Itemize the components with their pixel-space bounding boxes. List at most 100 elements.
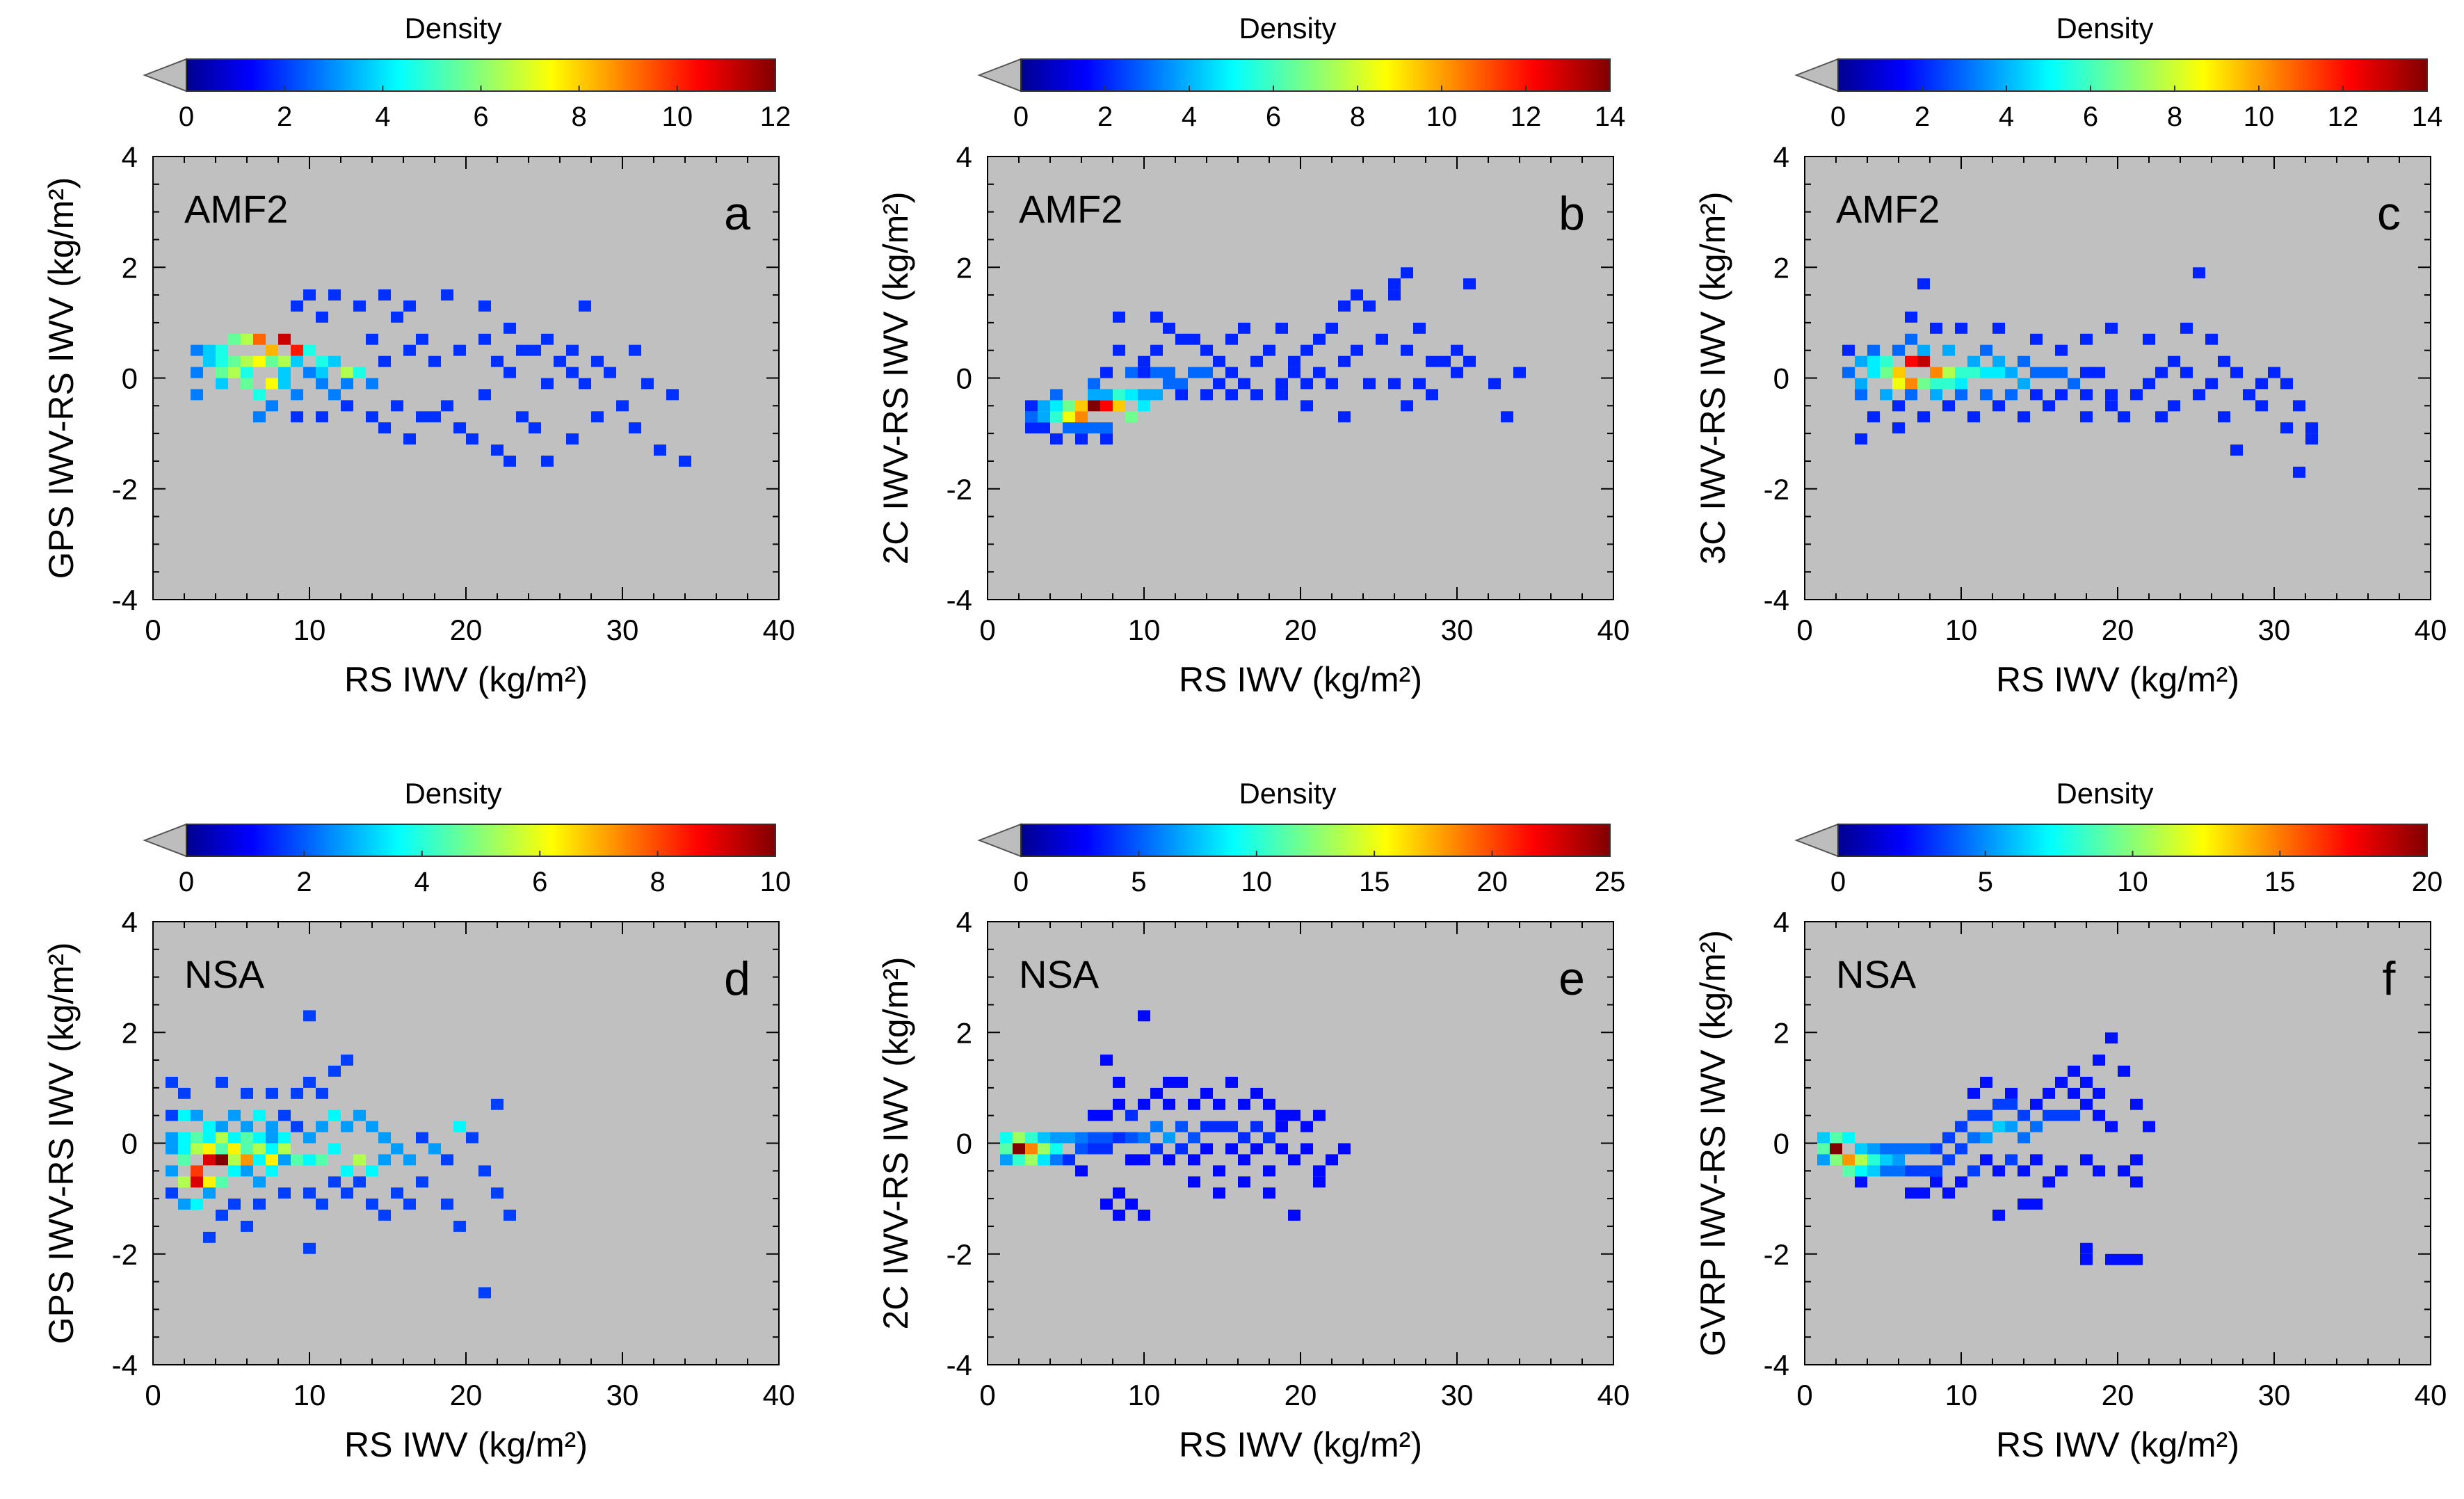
- density-cell: [1867, 367, 1880, 378]
- density-cell: [191, 344, 203, 356]
- colorbar-tick-label: 4: [414, 867, 430, 897]
- density-cell: [328, 389, 341, 401]
- density-cell: [1200, 344, 1213, 356]
- density-cell: [303, 1077, 316, 1088]
- density-cell: [403, 1154, 416, 1166]
- density-cell: [2143, 333, 2155, 345]
- density-cell: [1250, 355, 1263, 367]
- density-cell: [191, 367, 203, 378]
- colorbar-underflow-triangle: [977, 823, 1022, 858]
- density-cell: [2118, 411, 2130, 423]
- panel-letter: c: [2377, 187, 2401, 240]
- density-cell: [191, 1176, 203, 1188]
- colorbar-tick-label: 10: [2117, 867, 2148, 897]
- x-tick-label: 10: [293, 614, 326, 646]
- density-cell: [1817, 1143, 1830, 1155]
- density-cell: [2230, 367, 2243, 378]
- colorbar-tick-label: 0: [179, 102, 194, 132]
- density-cell: [266, 1132, 278, 1144]
- density-cell: [1200, 1143, 1213, 1155]
- density-cell: [278, 333, 291, 345]
- density-cell: [2068, 1109, 2080, 1121]
- colorbar-label: Density: [2056, 12, 2153, 45]
- y-axis-label: 2C IWV-RS IWV (kg/m²): [876, 956, 915, 1329]
- density-cell: [378, 1210, 391, 1221]
- y-tick-label: -2: [947, 473, 972, 506]
- density-cell: [353, 1154, 366, 1166]
- y-tick-label: 2: [956, 251, 972, 284]
- density-cell: [1917, 355, 1930, 367]
- density-cell: [216, 1143, 228, 1155]
- density-cell: [529, 422, 541, 434]
- density-cell: [491, 355, 504, 367]
- density-cell: [1138, 400, 1150, 412]
- colorbar-tick-label: 8: [1350, 102, 1365, 132]
- x-tick-label: 30: [2258, 614, 2291, 646]
- density-cell: [1125, 1109, 1138, 1121]
- density-cell: [478, 333, 491, 345]
- density-cell: [253, 1109, 266, 1121]
- density-cell: [1905, 1165, 1917, 1177]
- density-cell: [1967, 1132, 1980, 1144]
- density-cell: [1113, 400, 1125, 412]
- colorbar-tick-label: 8: [2167, 102, 2182, 132]
- density-cell: [1817, 1154, 1830, 1166]
- density-cell: [1842, 1154, 1855, 1166]
- density-cell: [1917, 411, 1930, 423]
- density-cell: [166, 1187, 178, 1199]
- density-cell: [2080, 389, 2093, 401]
- density-cell: [1050, 389, 1063, 401]
- density-cell: [1238, 1154, 1250, 1166]
- density-cell: [266, 1143, 278, 1155]
- colorbar-tick-label: 0: [1013, 867, 1029, 897]
- density-cell: [1830, 1154, 1842, 1166]
- density-cell: [1855, 378, 1867, 390]
- density-cell: [216, 355, 228, 367]
- y-tick-label: 2: [1773, 1016, 1789, 1049]
- density-cell: [1025, 1154, 1038, 1166]
- density-cell: [228, 1143, 241, 1155]
- colorbar-tick-label: 2: [1915, 102, 1930, 132]
- density-cell: [1113, 311, 1125, 323]
- colorbar-tick-label: 10: [760, 867, 791, 897]
- density-cell: [1088, 1109, 1100, 1121]
- density-cell: [2130, 389, 2143, 401]
- density-cell: [2168, 355, 2180, 367]
- y-tick-label: -2: [1764, 473, 1789, 506]
- density-cell: [2080, 367, 2093, 378]
- colorbar-underflow-triangle: [143, 823, 187, 858]
- density-cell: [253, 1143, 266, 1155]
- density-cell: [1050, 433, 1063, 444]
- colorbar-tick-label: 4: [375, 102, 390, 132]
- x-tick-label: 20: [1285, 1379, 1317, 1411]
- density-cell: [2055, 367, 2068, 378]
- density-cell: [1188, 1098, 1200, 1110]
- density-cell: [1892, 367, 1905, 378]
- colorbar-underflow-triangle: [1794, 823, 1839, 858]
- density-cell: [2205, 333, 2218, 345]
- colorbar-tick-label: 0: [1830, 867, 1846, 897]
- site-label: AMF2: [1836, 187, 1940, 231]
- density-cell: [1088, 378, 1100, 390]
- density-cell: [203, 1231, 216, 1243]
- density-cell: [1942, 367, 1955, 378]
- density-cell: [453, 422, 466, 434]
- density-cell: [241, 1143, 253, 1155]
- x-axis-label: RS IWV (kg/m²): [1179, 660, 1422, 699]
- density-cell: [1038, 1154, 1050, 1166]
- density-cell: [253, 1176, 266, 1188]
- density-cell: [1338, 411, 1351, 423]
- density-cell: [253, 333, 266, 345]
- density-cell: [241, 1165, 253, 1177]
- y-tick-label: 2: [956, 1016, 972, 1049]
- density-cell: [266, 378, 278, 390]
- panel-letter: d: [724, 952, 750, 1005]
- density-cell: [1488, 378, 1501, 390]
- density-cell: [1980, 344, 1992, 356]
- density-cell: [2080, 333, 2093, 345]
- density-cell: [291, 1087, 303, 1099]
- density-cell: [1100, 389, 1113, 401]
- density-cell: [303, 1010, 316, 1022]
- density-cell: [341, 1165, 353, 1177]
